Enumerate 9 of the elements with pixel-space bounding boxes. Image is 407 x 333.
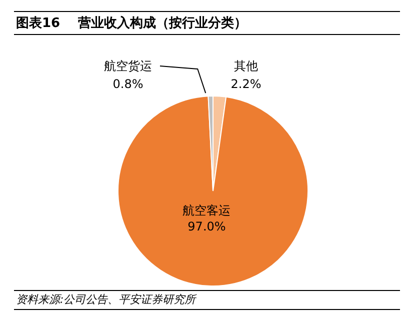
pie-slice <box>118 96 308 286</box>
slice-label: 航空客运 <box>182 203 231 218</box>
data-label: 0.8% <box>112 77 144 91</box>
data-label: 97.0% <box>188 219 226 234</box>
slice-label: 航空货运 <box>104 59 152 73</box>
data-label: 2.2% <box>230 77 262 91</box>
slice-label: 其他 <box>234 59 258 73</box>
chart-title: 图表16 营业收入构成（按行业分类） <box>16 14 248 32</box>
text: 资料来源:公司公告、平安证券研究所 <box>16 292 196 307</box>
